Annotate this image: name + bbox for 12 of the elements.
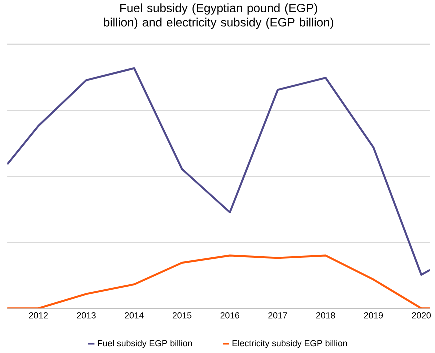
x-tick-label: 2013 [77, 312, 96, 319]
legend-label: Electricity subsidy EGP billion [232, 340, 348, 349]
legend-label: Fuel subsidy EGP billion [98, 340, 192, 349]
chart-title: Fuel subsidy (Egyptian pound (EGP) billion) and electricity subsidy (EGP billion) [104, 4, 334, 30]
x-tick-label: 2015 [172, 312, 192, 319]
x-tick-label: 2016 [220, 312, 240, 319]
x-tick-label: 2014 [125, 312, 144, 319]
x-tick-label: 2012 [29, 312, 48, 319]
x-tick-label: 2019 [364, 312, 384, 319]
x-tick-label: 2017 [268, 312, 288, 319]
x-tick-label: 2020 [412, 312, 432, 319]
x-tick-label: 2018 [316, 312, 336, 319]
